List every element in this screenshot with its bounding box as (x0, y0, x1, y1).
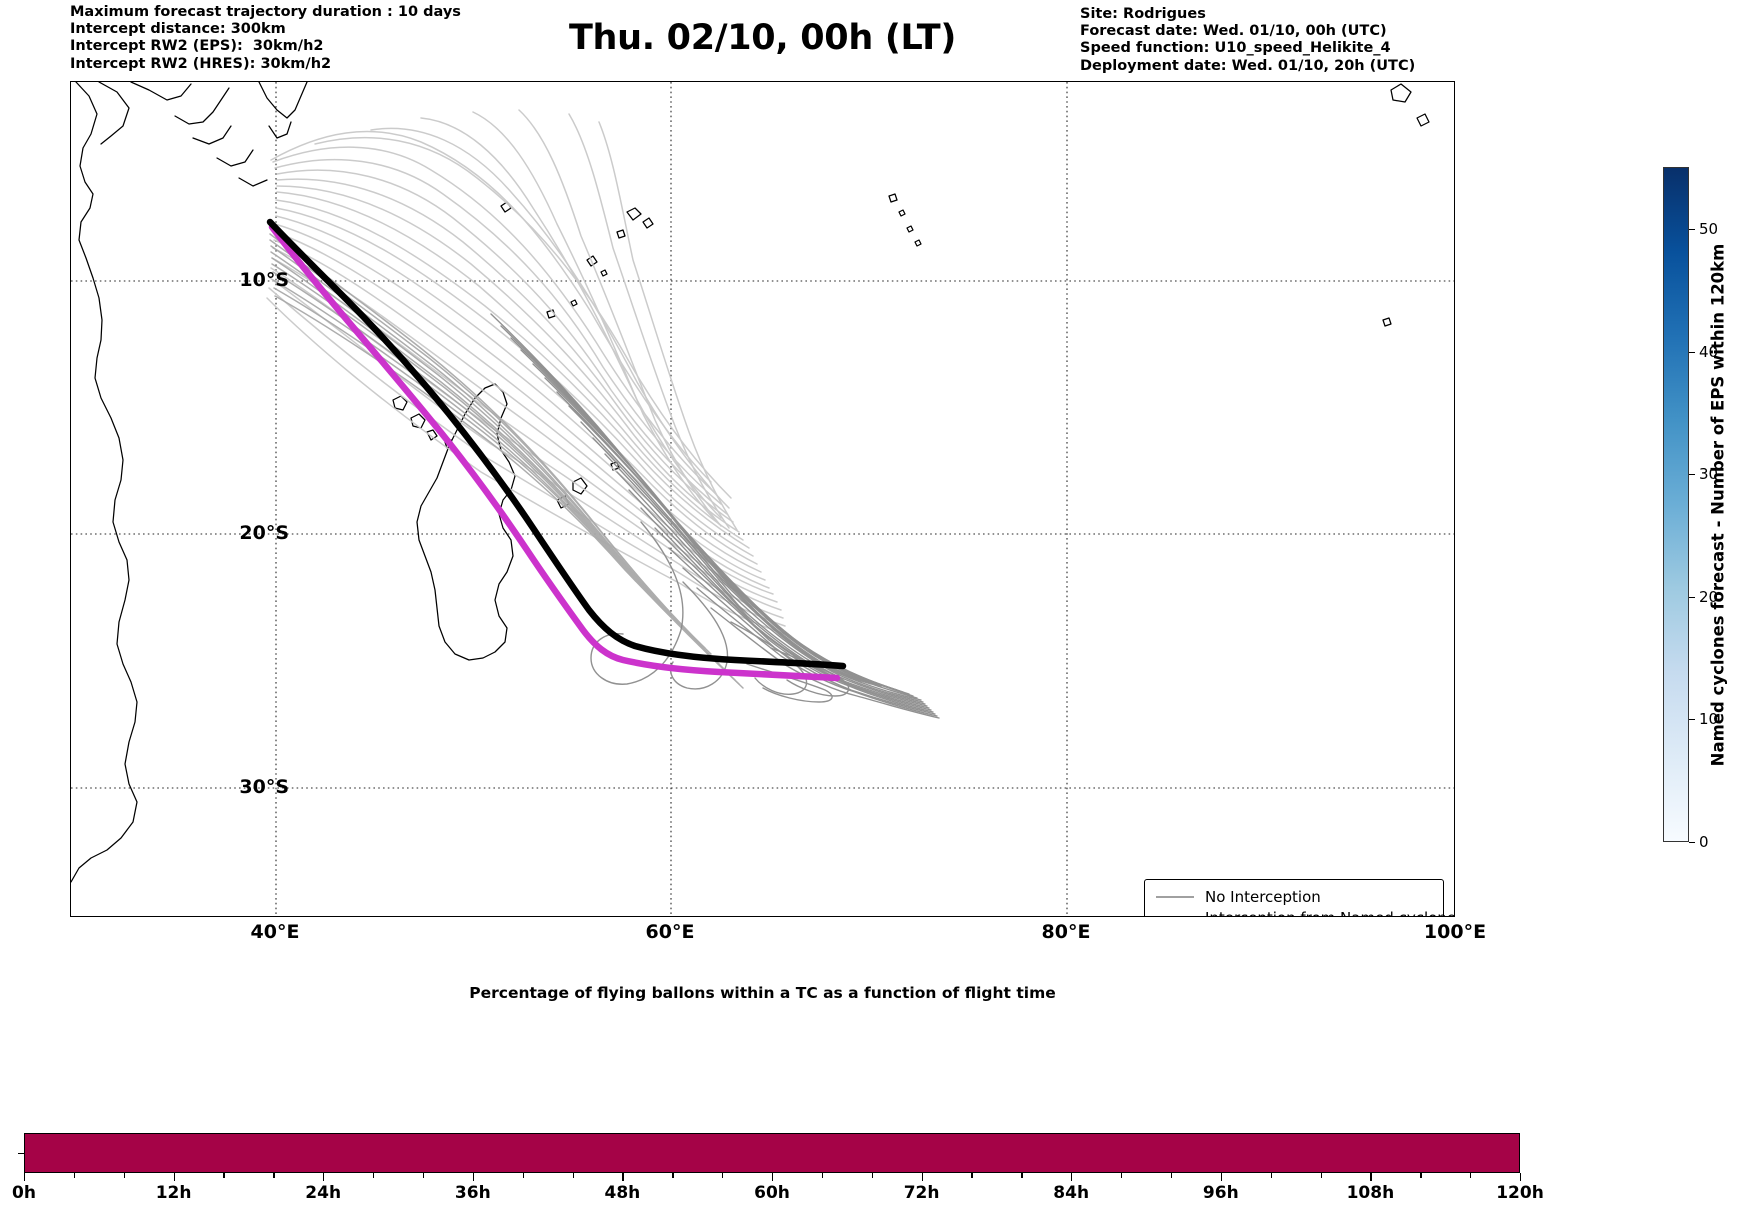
colorbar-ticklabel-50: 50 (1699, 220, 1719, 238)
flight-bar-tick-44 (572, 1173, 574, 1178)
header-right-line-3: Speed function: U10_speed_Helikite_4 (1080, 40, 1391, 57)
flight-bar-ticklabel-120h: 120h (1496, 1183, 1544, 1203)
colorbar-ticklabel-40: 40 (1699, 343, 1719, 361)
header-right-info: Site: Rodrigues Forecast date: Wed. 01/1… (1080, 6, 1415, 75)
map-ytick-20s: 20°S (239, 522, 289, 544)
flight-bar-tick-112 (1420, 1173, 1422, 1178)
flight-bar-ticklabel-24h: 24h (305, 1183, 342, 1203)
flight-bar-tick-24 (323, 1173, 325, 1181)
flight-bar-ticklabel-60h: 60h (754, 1183, 790, 1203)
colorbar-tick-30 (1689, 474, 1695, 476)
flight-bar-tick-12 (173, 1173, 175, 1181)
flight-bar-tick-40 (522, 1173, 524, 1178)
flight-bar-tick-96 (1220, 1173, 1223, 1181)
header-right-line-2: Forecast date: Wed. 01/10, 00h (UTC) (1080, 23, 1387, 40)
flight-bar-ytick (18, 1153, 24, 1155)
legend-label-interception-named-cyclone: Interception from Named cyclone (1205, 909, 1454, 916)
map-legend: No Interception Interception from Named … (1144, 879, 1454, 916)
map-plot-area: No Interception Interception from Named … (70, 81, 1455, 917)
colorbar-ticklabel-10: 10 (1699, 710, 1719, 728)
flight-bar-ticklabel-12h: 12h (155, 1183, 192, 1203)
map-xtick-60e: 60°E (645, 921, 695, 943)
flight-bar-ticklabel-72h: 72h (903, 1183, 940, 1203)
flight-bar-fill (25, 1134, 1519, 1172)
map-ytick-10s: 10°S (239, 269, 289, 291)
map-ytick-30s: 30°S (239, 776, 289, 798)
map-canvas (71, 82, 1454, 916)
header-right-line-4: Deployment date: Wed. 01/10, 20h (UTC) (1080, 57, 1416, 74)
legend-item-interception-named-cyclone[interactable]: Interception from Named cyclone (1154, 908, 1454, 916)
colorbar-ticklabel-0: 0 (1699, 833, 1709, 851)
legend-swatch-no-interception (1154, 893, 1196, 901)
colorbar-title: Named cyclones forecast - Number of EPS … (1708, 243, 1728, 767)
flight-bar-tick-52 (672, 1173, 674, 1178)
flight-bar-tick-64 (821, 1173, 824, 1178)
flight-bar-tick-32 (422, 1173, 425, 1178)
colorbar-tick-40 (1689, 352, 1695, 354)
flight-bar-tick-88 (1121, 1173, 1123, 1178)
flight-bar-title: Percentage of flying ballons within a TC… (469, 984, 1056, 1002)
colorbar-gradient (1663, 167, 1689, 842)
flight-bar-tick-8 (123, 1173, 126, 1178)
colorbar: 0 10 20 30 40 50 (1663, 167, 1718, 851)
flight-bar-tick-92 (1170, 1173, 1173, 1178)
flight-bar-ticklabel-96h: 96h (1202, 1183, 1239, 1203)
flight-bar-tick-68 (871, 1173, 874, 1178)
colorbar-ticklabel-30: 30 (1699, 465, 1719, 483)
colorbar-tick-0 (1689, 842, 1695, 844)
legend-label-no-interception: No Interception (1205, 888, 1321, 907)
flight-bar-tick-108 (1370, 1173, 1372, 1181)
header-left-line-1: Maximum forecast trajectory duration : 1… (70, 4, 461, 20)
header-left-line-3: Intercept RW2 (EPS): 30km/h2 (70, 38, 324, 55)
flight-bar-ticklabel-0h: 0h (12, 1183, 36, 1203)
flight-bar-tick-120 (1520, 1173, 1522, 1181)
flight-bar-tick-4 (73, 1173, 76, 1178)
header-left-line-2: Intercept distance: 300km (70, 21, 286, 38)
eps-ensemble-trajectories (266, 109, 940, 719)
flight-bar-tick-36 (472, 1173, 475, 1181)
analysis-track (266, 218, 847, 670)
map-xtick-100e: 100°E (1423, 921, 1487, 943)
map-xtick-80e: 80°E (1041, 921, 1091, 943)
flight-bar-tick-104 (1320, 1173, 1322, 1178)
coastlines (71, 82, 1430, 883)
flight-bar-tick-48 (622, 1173, 624, 1181)
flight-bar-tick-72 (921, 1173, 923, 1181)
flight-bar-tick-56 (722, 1173, 724, 1178)
flight-bar-tick-76 (971, 1173, 973, 1178)
colorbar-tick-10 (1689, 719, 1695, 721)
flight-bar-tick-100 (1270, 1173, 1272, 1178)
flight-bar-tick-16 (223, 1173, 225, 1178)
header-left-line-4: Intercept RW2 (HRES): 30km/h2 (70, 55, 332, 72)
colorbar-tick-20 (1689, 597, 1695, 599)
page-title: Thu. 02/10, 00h (LT) (568, 18, 957, 58)
map-xtick-40e: 40°E (250, 921, 300, 943)
flight-bar-tick-116 (1470, 1173, 1472, 1178)
flight-bar-tick-60 (772, 1173, 774, 1181)
flight-bar-tick-28 (373, 1173, 375, 1178)
flight-bar-tick-0 (24, 1173, 26, 1181)
hres-track (268, 223, 841, 682)
map-gridlines (71, 82, 1454, 916)
flight-bar-tick-80 (1021, 1173, 1023, 1178)
colorbar-tick-50 (1689, 229, 1695, 231)
colorbar-ticklabel-20: 20 (1699, 588, 1719, 606)
flight-bar-tick-84 (1071, 1173, 1073, 1181)
header-right-line-1: Site: Rodrigues (1080, 6, 1206, 22)
flight-bar-ticklabel-36h: 36h (454, 1183, 491, 1203)
flight-bar-plot-area (24, 1133, 1520, 1173)
flight-bar-ticklabel-48h: 48h (604, 1183, 641, 1203)
flight-bar-ticklabel-84h: 84h (1053, 1183, 1090, 1203)
header-left-info: Maximum forecast trajectory duration : 1… (70, 4, 461, 73)
legend-swatch-interception-named-cyclone (1154, 914, 1196, 916)
flight-bar-tick-20 (273, 1173, 275, 1178)
legend-item-no-interception[interactable]: No Interception (1154, 887, 1434, 908)
flight-bar-ticklabel-108h: 108h (1346, 1183, 1395, 1203)
